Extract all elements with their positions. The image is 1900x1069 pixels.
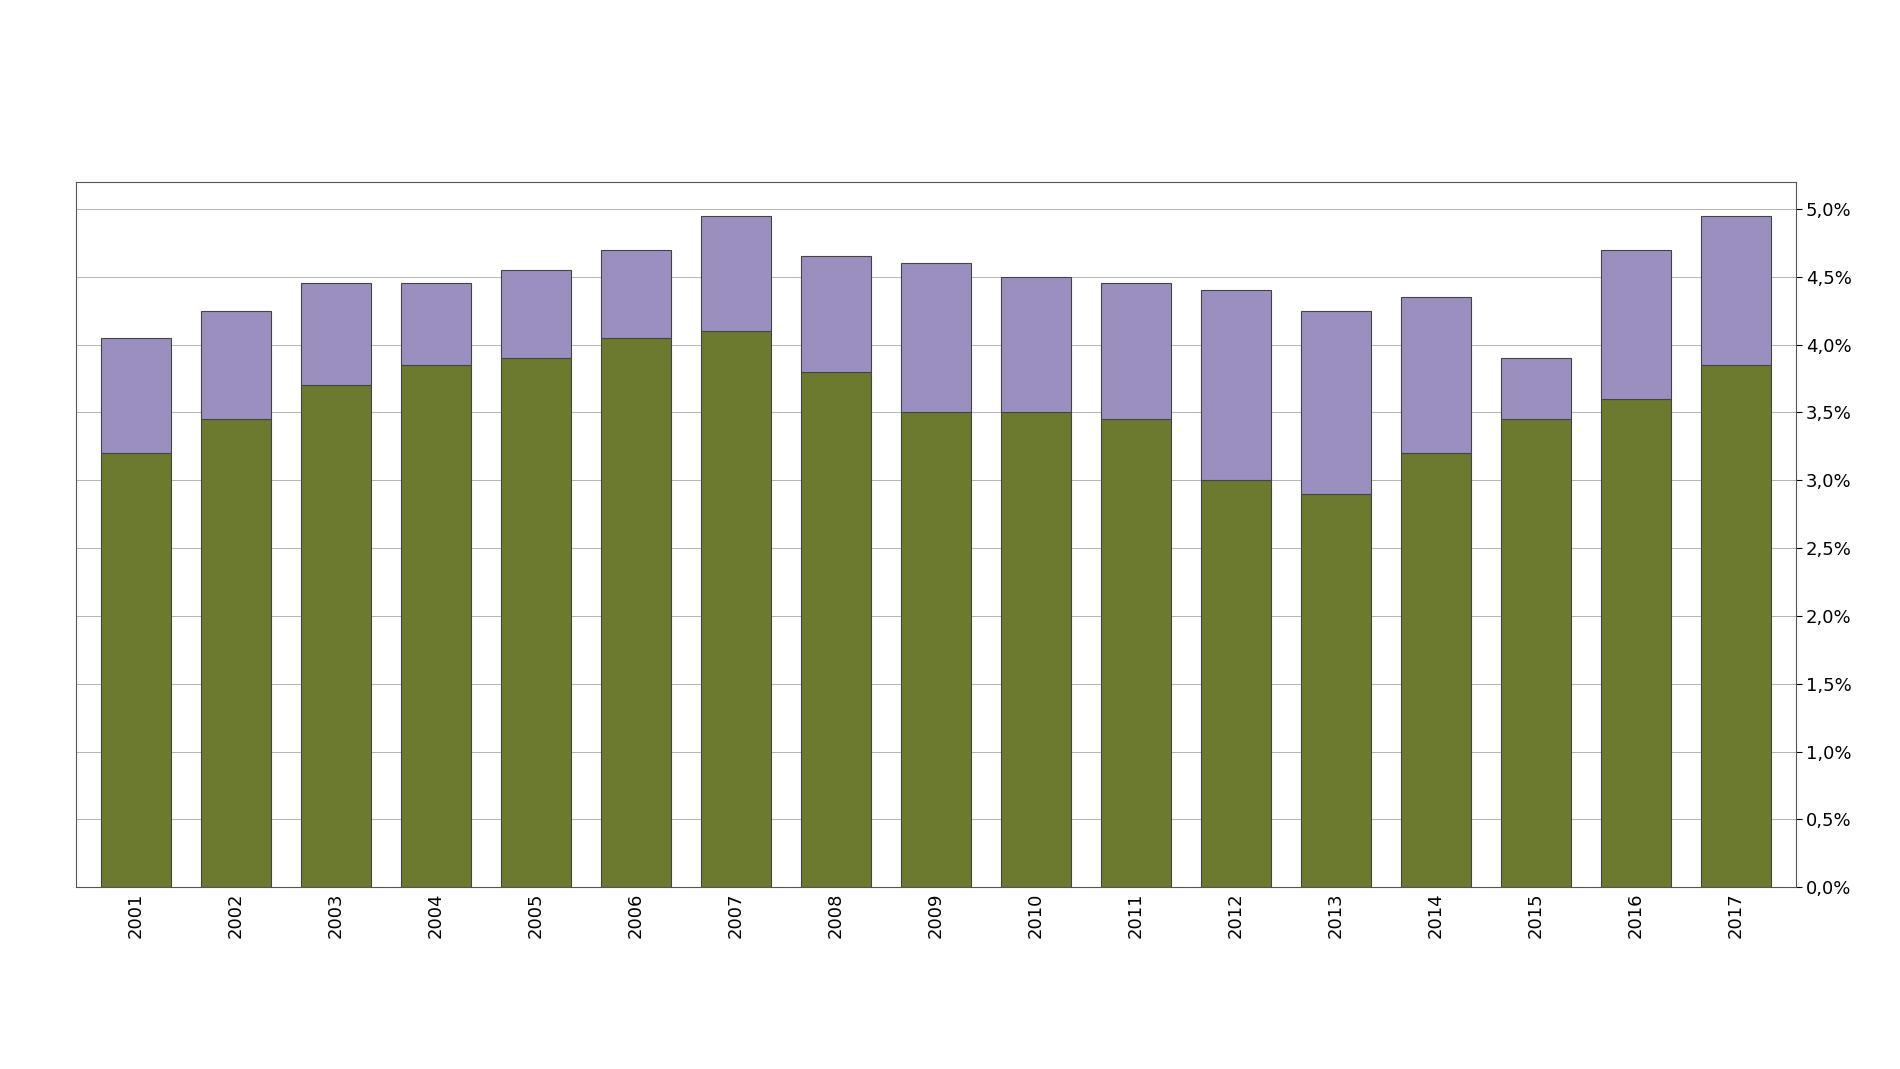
Bar (1700, 216, 1771, 365)
Bar (401, 365, 471, 887)
Bar (101, 453, 171, 887)
Bar (300, 385, 370, 887)
Bar (1100, 419, 1170, 887)
Bar (1501, 358, 1571, 419)
Bar (502, 270, 570, 358)
Bar (1400, 297, 1471, 453)
Bar (800, 372, 870, 887)
Bar (1600, 249, 1670, 399)
Bar (201, 419, 272, 887)
Bar (800, 257, 870, 372)
Bar (1302, 494, 1370, 887)
Bar (1100, 283, 1170, 419)
Text: Tasa de Absentismo (ETCL): Tasa de Absentismo (ETCL) (581, 118, 984, 144)
Bar (1400, 453, 1471, 887)
Bar (1302, 311, 1370, 494)
Bar (201, 311, 272, 419)
Bar (701, 331, 771, 887)
Bar (1201, 480, 1271, 887)
Bar (1501, 419, 1571, 887)
Bar (1600, 399, 1670, 887)
Bar (300, 283, 370, 385)
Bar (1201, 291, 1271, 480)
Bar (600, 338, 671, 887)
Bar (901, 413, 971, 887)
Bar (502, 358, 570, 887)
Bar (1001, 413, 1072, 887)
Bar (401, 283, 471, 365)
Bar (1001, 277, 1072, 413)
Bar (901, 263, 971, 413)
Bar (1700, 365, 1771, 887)
Bar (101, 338, 171, 453)
Bar (600, 249, 671, 338)
Bar (701, 216, 771, 331)
